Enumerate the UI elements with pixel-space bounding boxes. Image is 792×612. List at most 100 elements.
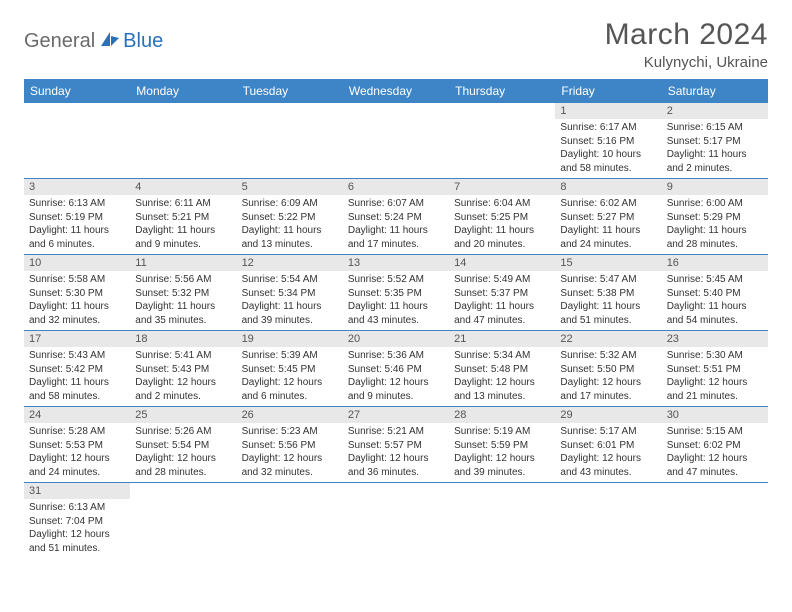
logo: General Blue <box>24 30 163 53</box>
day-info: Sunrise: 5:58 AMSunset: 5:30 PMDaylight:… <box>24 271 130 330</box>
weekday-header: Sunday <box>24 79 130 103</box>
day-number: 8 <box>555 179 661 195</box>
calendar-day <box>237 483 343 559</box>
day-number: 27 <box>343 407 449 423</box>
day-number: 3 <box>24 179 130 195</box>
calendar-day <box>130 483 236 559</box>
calendar-table: SundayMondayTuesdayWednesdayThursdayFrid… <box>24 79 768 558</box>
day-number: 2 <box>662 103 768 119</box>
calendar-day: 20Sunrise: 5:36 AMSunset: 5:46 PMDayligh… <box>343 331 449 407</box>
calendar-day: 7Sunrise: 6:04 AMSunset: 5:25 PMDaylight… <box>449 179 555 255</box>
day-number: 9 <box>662 179 768 195</box>
calendar-day: 23Sunrise: 5:30 AMSunset: 5:51 PMDayligh… <box>662 331 768 407</box>
day-number: 10 <box>24 255 130 271</box>
logo-text-b: Blue <box>123 30 163 53</box>
day-number: 16 <box>662 255 768 271</box>
calendar-day: 15Sunrise: 5:47 AMSunset: 5:38 PMDayligh… <box>555 255 661 331</box>
calendar-day: 4Sunrise: 6:11 AMSunset: 5:21 PMDaylight… <box>130 179 236 255</box>
calendar-day: 9Sunrise: 6:00 AMSunset: 5:29 PMDaylight… <box>662 179 768 255</box>
day-number: 24 <box>24 407 130 423</box>
day-info: Sunrise: 5:30 AMSunset: 5:51 PMDaylight:… <box>662 347 768 406</box>
calendar-day <box>555 483 661 559</box>
calendar-day <box>24 103 130 179</box>
day-info: Sunrise: 5:43 AMSunset: 5:42 PMDaylight:… <box>24 347 130 406</box>
calendar-day: 3Sunrise: 6:13 AMSunset: 5:19 PMDaylight… <box>24 179 130 255</box>
day-info: Sunrise: 5:26 AMSunset: 5:54 PMDaylight:… <box>130 423 236 482</box>
weekday-header-row: SundayMondayTuesdayWednesdayThursdayFrid… <box>24 79 768 103</box>
day-number: 25 <box>130 407 236 423</box>
day-number: 21 <box>449 331 555 347</box>
calendar-week: 17Sunrise: 5:43 AMSunset: 5:42 PMDayligh… <box>24 331 768 407</box>
location-label: Kulynychi, Ukraine <box>605 54 768 71</box>
calendar-day: 22Sunrise: 5:32 AMSunset: 5:50 PMDayligh… <box>555 331 661 407</box>
calendar-day: 24Sunrise: 5:28 AMSunset: 5:53 PMDayligh… <box>24 407 130 483</box>
page-title: March 2024 <box>605 18 768 52</box>
day-info: Sunrise: 6:13 AMSunset: 5:19 PMDaylight:… <box>24 195 130 254</box>
day-info: Sunrise: 6:00 AMSunset: 5:29 PMDaylight:… <box>662 195 768 254</box>
calendar-day <box>449 103 555 179</box>
day-number: 17 <box>24 331 130 347</box>
calendar-day: 8Sunrise: 6:02 AMSunset: 5:27 PMDaylight… <box>555 179 661 255</box>
calendar-week: 3Sunrise: 6:13 AMSunset: 5:19 PMDaylight… <box>24 179 768 255</box>
day-info: Sunrise: 5:28 AMSunset: 5:53 PMDaylight:… <box>24 423 130 482</box>
day-info: Sunrise: 6:17 AMSunset: 5:16 PMDaylight:… <box>555 119 661 178</box>
day-info: Sunrise: 6:11 AMSunset: 5:21 PMDaylight:… <box>130 195 236 254</box>
weekday-header: Saturday <box>662 79 768 103</box>
day-info: Sunrise: 5:39 AMSunset: 5:45 PMDaylight:… <box>237 347 343 406</box>
page-header: General Blue March 2024 Kulynychi, Ukrai… <box>24 18 768 71</box>
calendar-week: 31Sunrise: 6:13 AMSunset: 7:04 PMDayligh… <box>24 483 768 559</box>
logo-text-a: General <box>24 30 95 53</box>
calendar-day <box>449 483 555 559</box>
calendar-day <box>130 103 236 179</box>
day-number: 20 <box>343 331 449 347</box>
day-info: Sunrise: 5:54 AMSunset: 5:34 PMDaylight:… <box>237 271 343 330</box>
day-info: Sunrise: 5:17 AMSunset: 6:01 PMDaylight:… <box>555 423 661 482</box>
calendar-day: 25Sunrise: 5:26 AMSunset: 5:54 PMDayligh… <box>130 407 236 483</box>
day-number: 30 <box>662 407 768 423</box>
day-info: Sunrise: 5:49 AMSunset: 5:37 PMDaylight:… <box>449 271 555 330</box>
day-info: Sunrise: 5:19 AMSunset: 5:59 PMDaylight:… <box>449 423 555 482</box>
day-number: 15 <box>555 255 661 271</box>
calendar-day: 29Sunrise: 5:17 AMSunset: 6:01 PMDayligh… <box>555 407 661 483</box>
day-info: Sunrise: 5:23 AMSunset: 5:56 PMDaylight:… <box>237 423 343 482</box>
calendar-day: 1Sunrise: 6:17 AMSunset: 5:16 PMDaylight… <box>555 103 661 179</box>
day-number: 4 <box>130 179 236 195</box>
day-info: Sunrise: 6:15 AMSunset: 5:17 PMDaylight:… <box>662 119 768 178</box>
day-number: 26 <box>237 407 343 423</box>
day-number: 6 <box>343 179 449 195</box>
day-info: Sunrise: 6:07 AMSunset: 5:24 PMDaylight:… <box>343 195 449 254</box>
calendar-day: 14Sunrise: 5:49 AMSunset: 5:37 PMDayligh… <box>449 255 555 331</box>
day-info: Sunrise: 5:15 AMSunset: 6:02 PMDaylight:… <box>662 423 768 482</box>
calendar-day: 5Sunrise: 6:09 AMSunset: 5:22 PMDaylight… <box>237 179 343 255</box>
day-info: Sunrise: 5:56 AMSunset: 5:32 PMDaylight:… <box>130 271 236 330</box>
weekday-header: Wednesday <box>343 79 449 103</box>
day-number: 1 <box>555 103 661 119</box>
day-number: 23 <box>662 331 768 347</box>
day-number: 28 <box>449 407 555 423</box>
calendar-day: 17Sunrise: 5:43 AMSunset: 5:42 PMDayligh… <box>24 331 130 407</box>
day-number: 12 <box>237 255 343 271</box>
day-info: Sunrise: 6:13 AMSunset: 7:04 PMDaylight:… <box>24 499 130 558</box>
calendar-body: 1Sunrise: 6:17 AMSunset: 5:16 PMDaylight… <box>24 103 768 558</box>
calendar-day: 27Sunrise: 5:21 AMSunset: 5:57 PMDayligh… <box>343 407 449 483</box>
calendar-day <box>343 103 449 179</box>
day-info: Sunrise: 5:52 AMSunset: 5:35 PMDaylight:… <box>343 271 449 330</box>
weekday-header: Tuesday <box>237 79 343 103</box>
calendar-day: 18Sunrise: 5:41 AMSunset: 5:43 PMDayligh… <box>130 331 236 407</box>
calendar-week: 24Sunrise: 5:28 AMSunset: 5:53 PMDayligh… <box>24 407 768 483</box>
day-info: Sunrise: 5:21 AMSunset: 5:57 PMDaylight:… <box>343 423 449 482</box>
calendar-day: 21Sunrise: 5:34 AMSunset: 5:48 PMDayligh… <box>449 331 555 407</box>
day-info: Sunrise: 6:09 AMSunset: 5:22 PMDaylight:… <box>237 195 343 254</box>
day-info: Sunrise: 5:41 AMSunset: 5:43 PMDaylight:… <box>130 347 236 406</box>
day-number: 7 <box>449 179 555 195</box>
calendar-day: 12Sunrise: 5:54 AMSunset: 5:34 PMDayligh… <box>237 255 343 331</box>
calendar-day: 30Sunrise: 5:15 AMSunset: 6:02 PMDayligh… <box>662 407 768 483</box>
day-info: Sunrise: 5:34 AMSunset: 5:48 PMDaylight:… <box>449 347 555 406</box>
calendar-day: 13Sunrise: 5:52 AMSunset: 5:35 PMDayligh… <box>343 255 449 331</box>
day-number: 13 <box>343 255 449 271</box>
day-number: 22 <box>555 331 661 347</box>
calendar-day: 6Sunrise: 6:07 AMSunset: 5:24 PMDaylight… <box>343 179 449 255</box>
day-number: 31 <box>24 483 130 499</box>
calendar-day <box>662 483 768 559</box>
weekday-header: Monday <box>130 79 236 103</box>
